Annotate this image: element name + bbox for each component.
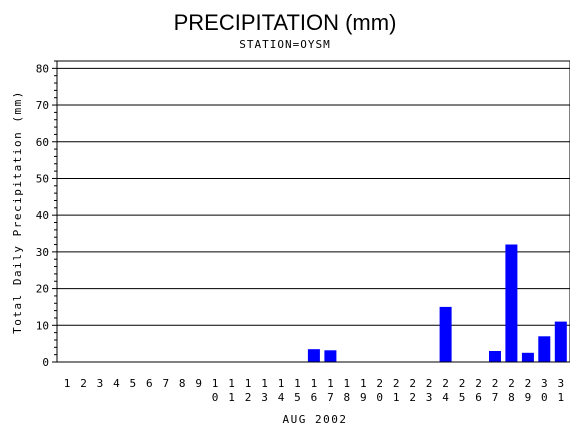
x-tick-label-1: 1 <box>64 377 71 390</box>
bar-day-24 <box>439 306 452 362</box>
bars <box>307 244 567 362</box>
x-tick-label-6: 6 <box>146 377 153 390</box>
x-axis-ticks: 1 2 3 4 5 6 7 8 9 1 01 11 21 31 41 51 61 71 81 92 02 12 22 32 42… <box>64 377 564 404</box>
bar-day-30 <box>538 336 551 362</box>
x-tick-label-5: 5 <box>129 377 136 390</box>
y-tick-label: 80 <box>36 62 49 75</box>
chart-subtitle: STATION=OYSM <box>239 38 330 51</box>
x-tick-label-9: 9 <box>195 377 202 390</box>
bar-day-17 <box>324 350 337 362</box>
y-tick-label: 20 <box>36 283 49 296</box>
y-tick-label: 10 <box>36 319 49 332</box>
x-tick-label-3: 3 <box>97 377 104 390</box>
chart-title: PRECIPITATION (mm) <box>174 10 397 35</box>
x-tick-label-4: 4 <box>113 377 120 390</box>
y-tick-label: 40 <box>36 209 49 222</box>
y-tick-label: 70 <box>36 99 49 112</box>
x-tick-label-2: 2 <box>80 377 87 390</box>
x-tick-label-7: 7 <box>162 377 169 390</box>
bar-day-29 <box>521 352 534 362</box>
bar-day-31 <box>554 321 567 362</box>
y-axis-ticks: 0 10 20 30 40 50 60 70 80 <box>36 60 57 369</box>
y-tick-label: 30 <box>36 246 49 259</box>
y-tick-label: 0 <box>42 356 49 369</box>
x-axis-label: AUG 2002 <box>283 413 348 426</box>
plot-frame <box>56 60 570 363</box>
bar-day-27 <box>489 351 501 362</box>
y-tick-label: 50 <box>36 172 49 185</box>
gridlines <box>57 67 570 326</box>
x-tick-label-8: 8 <box>179 377 186 390</box>
bar-day-28 <box>505 244 518 362</box>
y-tick-label: 60 <box>36 136 49 149</box>
bar-day-16 <box>307 349 320 362</box>
y-axis-label: Total Daily Precipitation (mm) <box>11 90 24 334</box>
